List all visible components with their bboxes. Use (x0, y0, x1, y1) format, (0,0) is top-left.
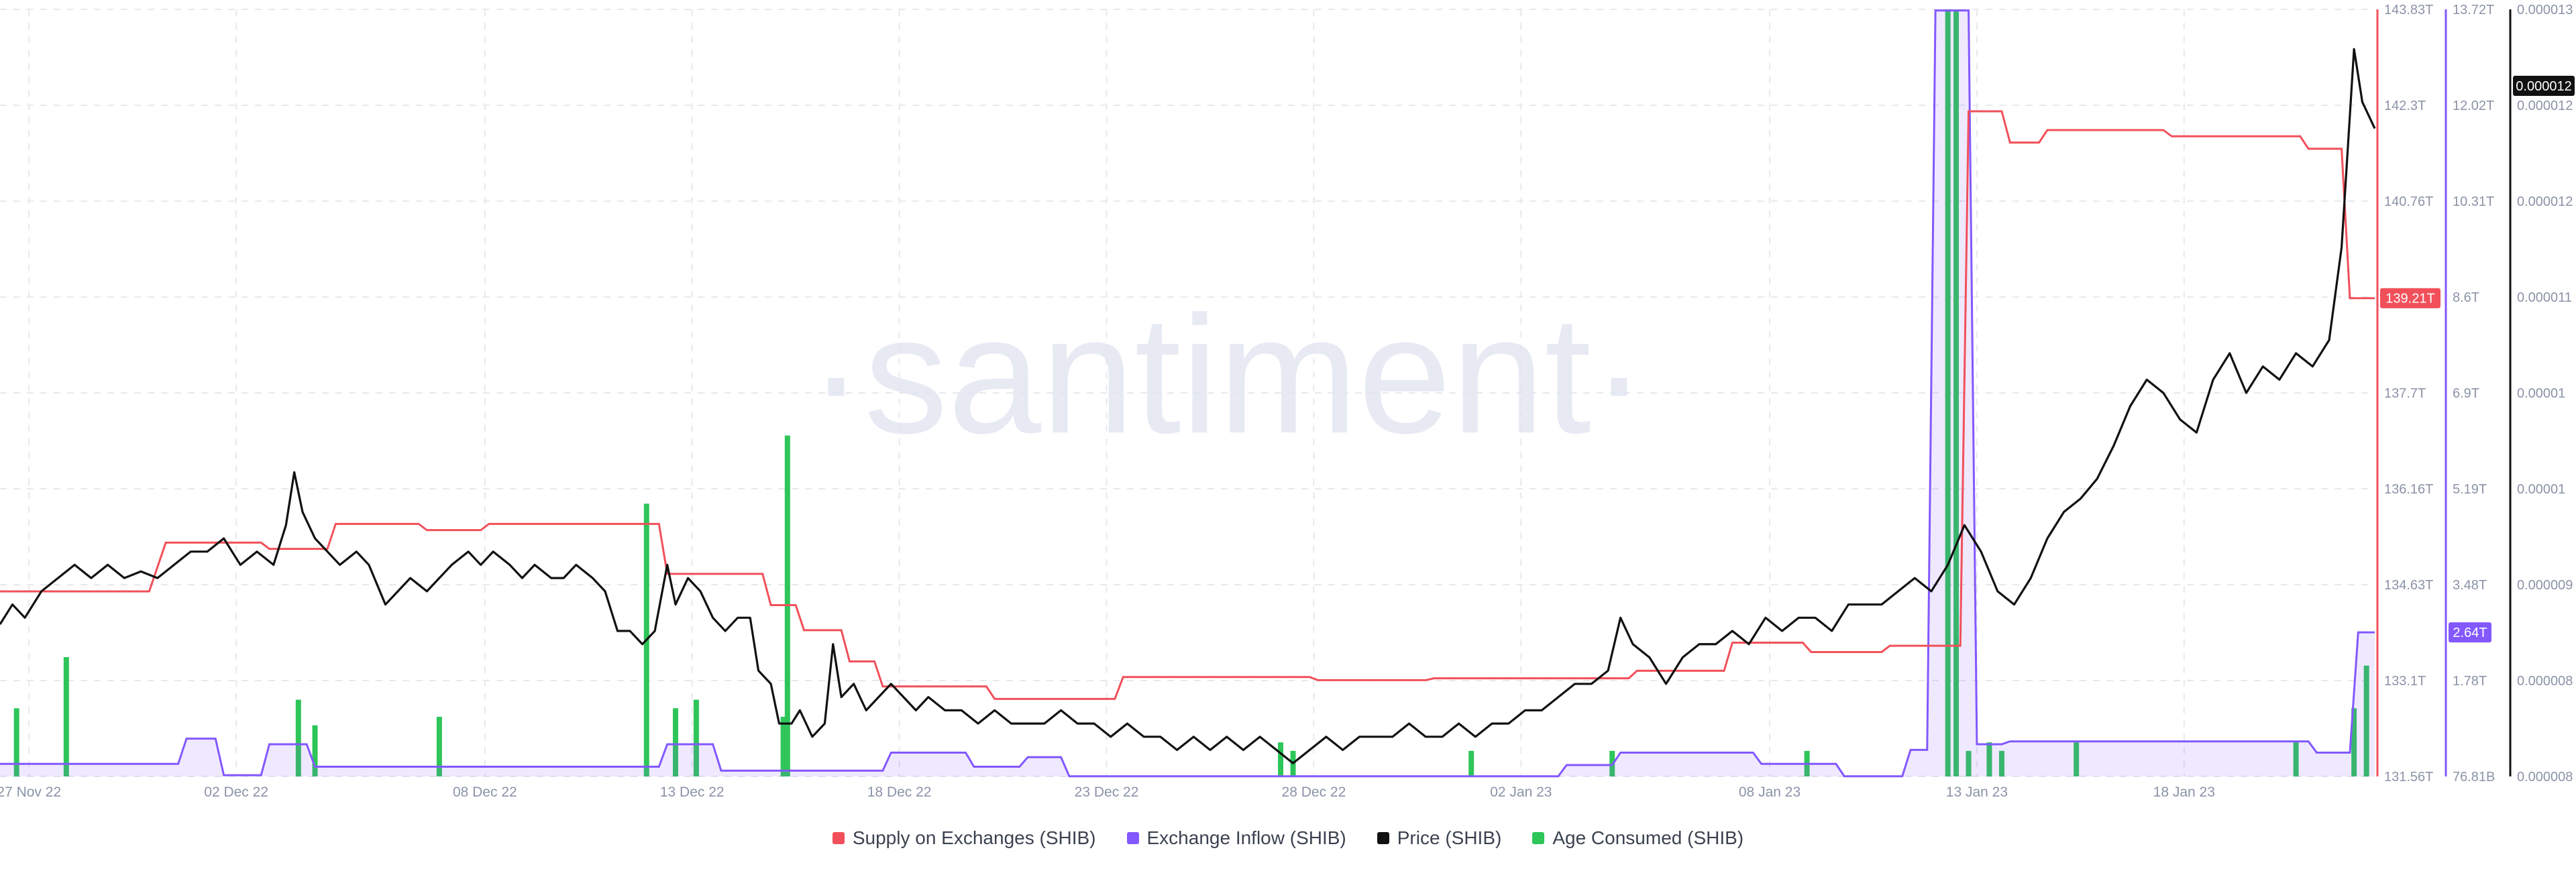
x-tick-label: 02 Jan 23 (1490, 784, 1552, 800)
age-bar (2074, 742, 2080, 776)
age-bar (2351, 708, 2357, 776)
age-bar (1998, 750, 2004, 776)
age-bar (63, 657, 69, 776)
x-tick-label: 18 Jan 23 (2153, 784, 2215, 800)
price-axis-tick: 0.00001 (2517, 386, 2565, 401)
inflow-axis-tick: 13.72T (2453, 3, 2494, 17)
price-axis-tick: 0.000013 (2517, 3, 2573, 17)
x-tick-label: 28 Dec 22 (1282, 784, 1346, 800)
age-bar (436, 717, 442, 776)
legend-label: Price (SHIB) (1397, 827, 1502, 848)
x-tick-label: 08 Dec 22 (453, 784, 517, 800)
inflow-current-badge-bg (2449, 622, 2491, 643)
age-bar (780, 717, 786, 776)
price-axis-tick: 0.000008 (2517, 770, 2573, 784)
x-axis-ticks: 27 Nov 22 02 Dec 22 08 Dec 22 13 Dec 22 18 D… (0, 784, 2215, 800)
exchange-inflow-series (0, 9, 2375, 778)
x-tick-label: 13 Dec 22 (660, 784, 724, 800)
age-bar (1966, 750, 1972, 776)
age-bar (1986, 742, 1992, 776)
legend-label: Age Consumed (SHIB) (1552, 827, 1744, 848)
legend-swatch (1377, 832, 1389, 844)
legend-swatch (1126, 832, 1139, 844)
x-tick-label: 27 Nov 22 (0, 784, 61, 800)
inflow-axis-tick: 10.31T (2453, 194, 2494, 209)
inflow-axis-tick: 8.6T (2453, 290, 2479, 305)
age-bar (1468, 750, 1474, 776)
inflow-axis-tick: 12.02T (2453, 99, 2494, 113)
legend-label: Exchange Inflow (SHIB) (1146, 827, 1346, 848)
age-bar (2363, 665, 2369, 776)
legend-item[interactable]: Age Consumed (SHIB) (1532, 827, 1743, 849)
inflow-line (0, 9, 2375, 778)
supply-axis-tick: 137.7T (2384, 386, 2426, 401)
price-current-badge: 0.000012 (2513, 76, 2575, 96)
price-axis-tick: 0.00001 (2517, 482, 2565, 497)
legend-item[interactable]: Price (SHIB) (1377, 827, 1502, 849)
price-series (0, 48, 2376, 764)
price-axis-tick: 0.000009 (2517, 578, 2573, 593)
x-tick-label: 08 Jan 23 (1739, 784, 1801, 800)
price-axis-tick: 0.000012 (2517, 99, 2573, 113)
axes: 143.83T 142.3T 140.76T 139.21T 137.7T 136.16T… (2376, 3, 2575, 784)
age-bar (1278, 742, 1284, 776)
legend-swatch (1532, 832, 1545, 844)
age-bar (693, 699, 699, 776)
x-tick-label: 23 Dec 22 (1075, 784, 1139, 800)
price-current-badge-bg (2513, 76, 2575, 96)
x-tick-label: 13 Jan 23 (1946, 784, 2008, 800)
price-axis-tick: 0.000012 (2517, 194, 2573, 209)
age-bar (673, 708, 679, 776)
inflow-axis-tick: 3.48T (2453, 578, 2487, 593)
supply-axis-tick: 136.16T (2384, 482, 2433, 497)
age-bar (1953, 9, 1960, 776)
price-axis-tick: 0.000011 (2517, 290, 2572, 305)
price-line (0, 48, 2376, 764)
inflow-axis-tick: 76.81B (2453, 770, 2495, 784)
inflow-axis-tick: 6.9T (2453, 386, 2479, 401)
age-bar (1945, 9, 1951, 776)
legend-label: Supply on Exchanges (SHIB) (852, 827, 1096, 848)
watermark: ·santiment· (808, 281, 1647, 468)
supply-axis-tick: 142.3T (2384, 99, 2426, 113)
inflow-current-badge-label: 2.64T (2453, 626, 2487, 640)
supply-current-badge: 139.21T (2380, 288, 2440, 308)
supply-axis-tick: 143.83T (2384, 3, 2433, 17)
x-tick-label: 18 Dec 22 (867, 784, 932, 800)
legend-item[interactable]: Exchange Inflow (SHIB) (1126, 827, 1346, 849)
inflow-current-badge: 2.64T (2449, 622, 2491, 643)
supply-line (0, 110, 2375, 700)
age-bar (312, 725, 318, 776)
price-axis-tick: 0.000008 (2517, 674, 2573, 689)
legend-item[interactable]: Supply on Exchanges (SHIB) (832, 827, 1096, 849)
legend: Supply on Exchanges (SHIB) Exchange Inflo… (0, 825, 2576, 852)
supply-axis-tick: 140.76T (2384, 194, 2433, 209)
supply-axis-tick: 134.63T (2384, 578, 2433, 593)
supply-current-badge-label: 139.21T (2385, 292, 2434, 306)
supply-axis-tick: 133.1T (2384, 674, 2426, 689)
price-current-badge-label: 0.000012 (2516, 79, 2571, 94)
age-bar (2293, 742, 2299, 776)
age-bar (295, 699, 301, 776)
supply-axis-tick: 131.56T (2384, 770, 2433, 784)
x-tick-label: 02 Dec 22 (204, 784, 268, 800)
supply-series (0, 110, 2375, 700)
age-bar (13, 708, 19, 776)
inflow-axis-tick: 1.78T (2453, 674, 2487, 689)
inflow-axis-tick: 5.19T (2453, 482, 2487, 497)
legend-swatch (832, 832, 845, 844)
supply-current-badge-bg (2380, 288, 2440, 308)
